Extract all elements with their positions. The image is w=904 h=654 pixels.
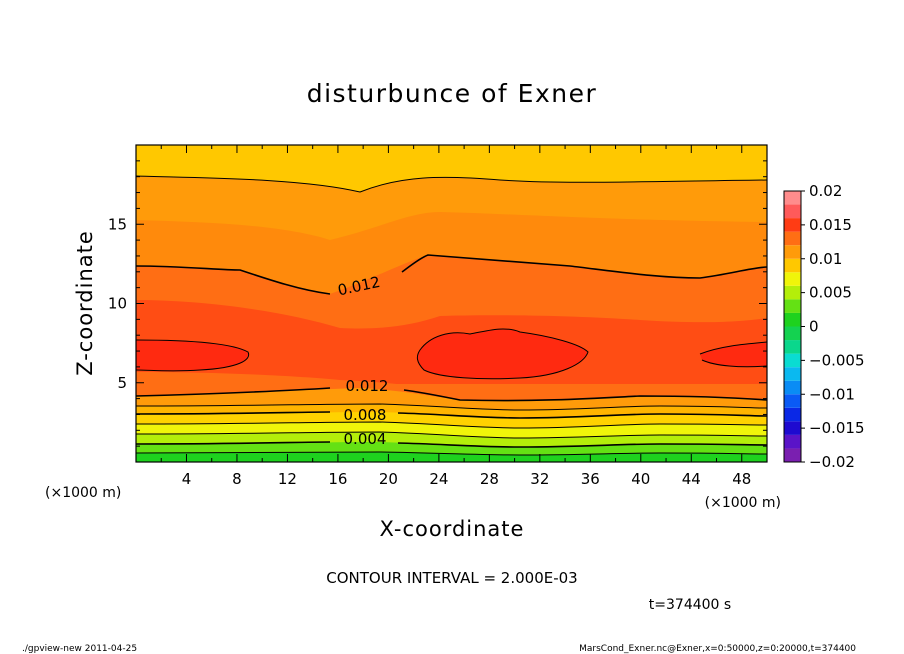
x-tick-label: 24 — [429, 470, 448, 488]
y-tick-label: 10 — [108, 295, 127, 313]
colorbar-swatch — [784, 367, 801, 381]
y-tick-label: 5 — [117, 374, 127, 392]
chart-title: disturbunce of Exner — [307, 79, 598, 108]
contour-line-007 — [136, 421, 767, 429]
colorbar-swatch — [784, 353, 801, 368]
y-tick-label: 15 — [108, 215, 127, 233]
contour-line-max-left — [136, 339, 250, 372]
colorbar-swatch — [784, 407, 801, 422]
contour-line-012-upper — [136, 254, 767, 295]
contour-label-008: 0.008 — [344, 406, 387, 424]
colorbar-swatch — [784, 421, 801, 435]
contour-line-008 — [136, 411, 767, 419]
colorbar-tick-label: −0.005 — [809, 351, 865, 369]
colorbar-tick-label: 0.01 — [809, 250, 842, 268]
colorbar-swatch — [784, 394, 801, 408]
colorbar-tick-label: −0.02 — [809, 453, 855, 471]
colorbar-tick-label: 0 — [809, 318, 819, 336]
x-axis: 4 8 12 16 20 24 28 32 36 40 44 48 — [160, 145, 768, 488]
x-tick-label: 28 — [480, 470, 499, 488]
band-fill-max-right — [700, 342, 767, 367]
band-fill-max-left — [136, 340, 249, 371]
contour-lines — [136, 175, 767, 456]
band-fill-001 — [136, 452, 767, 462]
x-tick-label: 32 — [530, 470, 549, 488]
colorbar-swatch — [784, 434, 801, 449]
colorbar-frame — [783, 190, 802, 463]
colorbar-swatch — [784, 218, 801, 232]
contour-line-max-center — [416, 328, 589, 380]
y-axis: 5 10 15 — [108, 160, 767, 447]
contour-line-010 — [136, 403, 767, 411]
x-tick-label: 36 — [581, 470, 600, 488]
colorbar-tick-label: 0.02 — [809, 182, 842, 200]
x-tick-label: 40 — [631, 470, 650, 488]
colorbar-swatch — [784, 258, 801, 273]
x-tick-label: 16 — [328, 470, 347, 488]
x-unit-label-right: (×1000 m) — [705, 495, 781, 511]
x-tick-label: 44 — [682, 470, 701, 488]
colorbar-swatch — [784, 204, 801, 219]
colorbar-swatch — [784, 245, 801, 259]
footer-left: ./gpview-new 2011-04-25 — [22, 644, 137, 654]
contour-line-upper — [136, 175, 767, 193]
x-tick-label: 4 — [182, 470, 192, 488]
contour-label-004: 0.004 — [344, 430, 387, 448]
y-axis-label: Z-coordinate — [73, 230, 97, 376]
contour-line-012-lower — [136, 387, 767, 402]
colorbar-tick-label: −0.01 — [809, 385, 855, 403]
time-text: t=374400 s — [649, 597, 731, 613]
colorbar-swatch — [784, 380, 801, 395]
x-axis-label: X-coordinate — [380, 517, 525, 541]
colorbar-tick-label: 0.015 — [809, 216, 852, 234]
colorbar-swatch — [784, 312, 801, 327]
colorbar-swatch — [784, 326, 801, 341]
colorbar-swatch — [784, 231, 801, 246]
x-unit-label-left: (×1000 m) — [45, 485, 121, 501]
x-tick-label: 8 — [232, 470, 242, 488]
colorbar-swatch — [784, 272, 801, 286]
contour-interval-text: CONTOUR INTERVAL = 2.000E-03 — [326, 569, 577, 587]
contour-line-max-right — [699, 341, 767, 368]
colorbar-tick-label: 0.005 — [809, 284, 852, 302]
footer-right: MarsCond_Exner.nc@Exner,x=0:50000,z=0:20… — [579, 644, 856, 654]
x-tick-label: 48 — [732, 470, 751, 488]
colorbar-swatch — [784, 448, 801, 462]
contour-line-005 — [136, 431, 767, 439]
contour-line-004 — [136, 441, 767, 448]
colorbar-swatch — [784, 191, 801, 205]
contour-label-012-lower: 0.012 — [346, 377, 389, 395]
plot-area: 0.012 0.012 0.008 0.004 — [136, 145, 767, 462]
colorbar-tick-label: −0.015 — [809, 419, 865, 437]
x-tick-label: 20 — [379, 470, 398, 488]
colorbar-swatch — [784, 285, 801, 300]
x-tick-label: 12 — [278, 470, 297, 488]
colorbar: 0.02 0.015 0.01 0.005 0 −0.005 −0.01 −0.015 −0.0… — [784, 182, 865, 471]
colorbar-swatch — [784, 299, 801, 313]
band-fill-max-center — [417, 328, 588, 379]
colorbar-swatch — [784, 340, 801, 354]
contour-line-002 — [136, 451, 767, 456]
